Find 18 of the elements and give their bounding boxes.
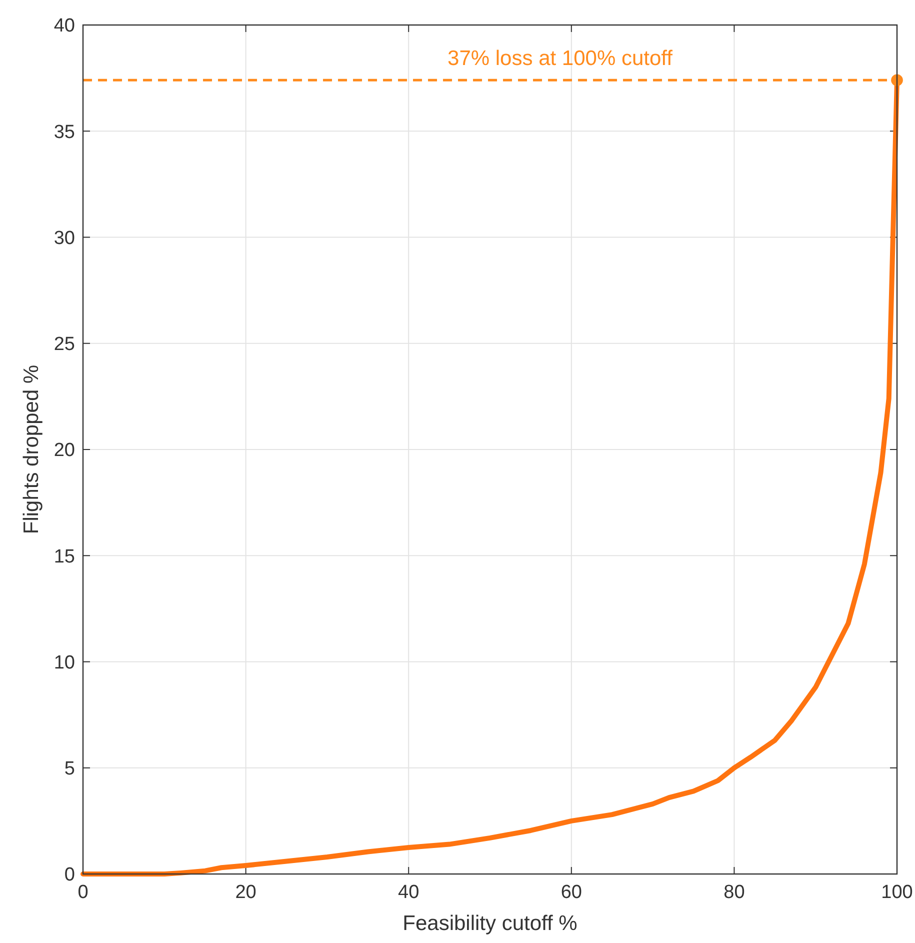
x-axis-title: Feasibility cutoff % xyxy=(402,912,578,935)
y-tick-label: 30 xyxy=(54,228,75,249)
y-tick-label: 5 xyxy=(64,758,75,780)
y-tick-label: 10 xyxy=(54,652,75,674)
x-tick-label: 20 xyxy=(235,882,256,903)
y-tick-label: 25 xyxy=(54,334,75,356)
y-tick-label: 20 xyxy=(54,440,75,462)
y-tick-label: 15 xyxy=(54,546,75,568)
y-axis-title: Flights dropped % xyxy=(20,364,43,534)
x-tick-label: 60 xyxy=(560,882,582,903)
x-tick-label: 80 xyxy=(724,882,745,903)
y-tick-label: 40 xyxy=(54,16,75,37)
y-tick-label: 35 xyxy=(54,122,75,143)
y-tick-label: 0 xyxy=(64,864,75,886)
ref-line-label: 37% loss at 100% cutoff xyxy=(448,47,673,70)
x-tick-label: 40 xyxy=(398,882,420,903)
x-tick-label: 0 xyxy=(78,882,88,903)
x-tick-label: 100 xyxy=(881,882,913,903)
